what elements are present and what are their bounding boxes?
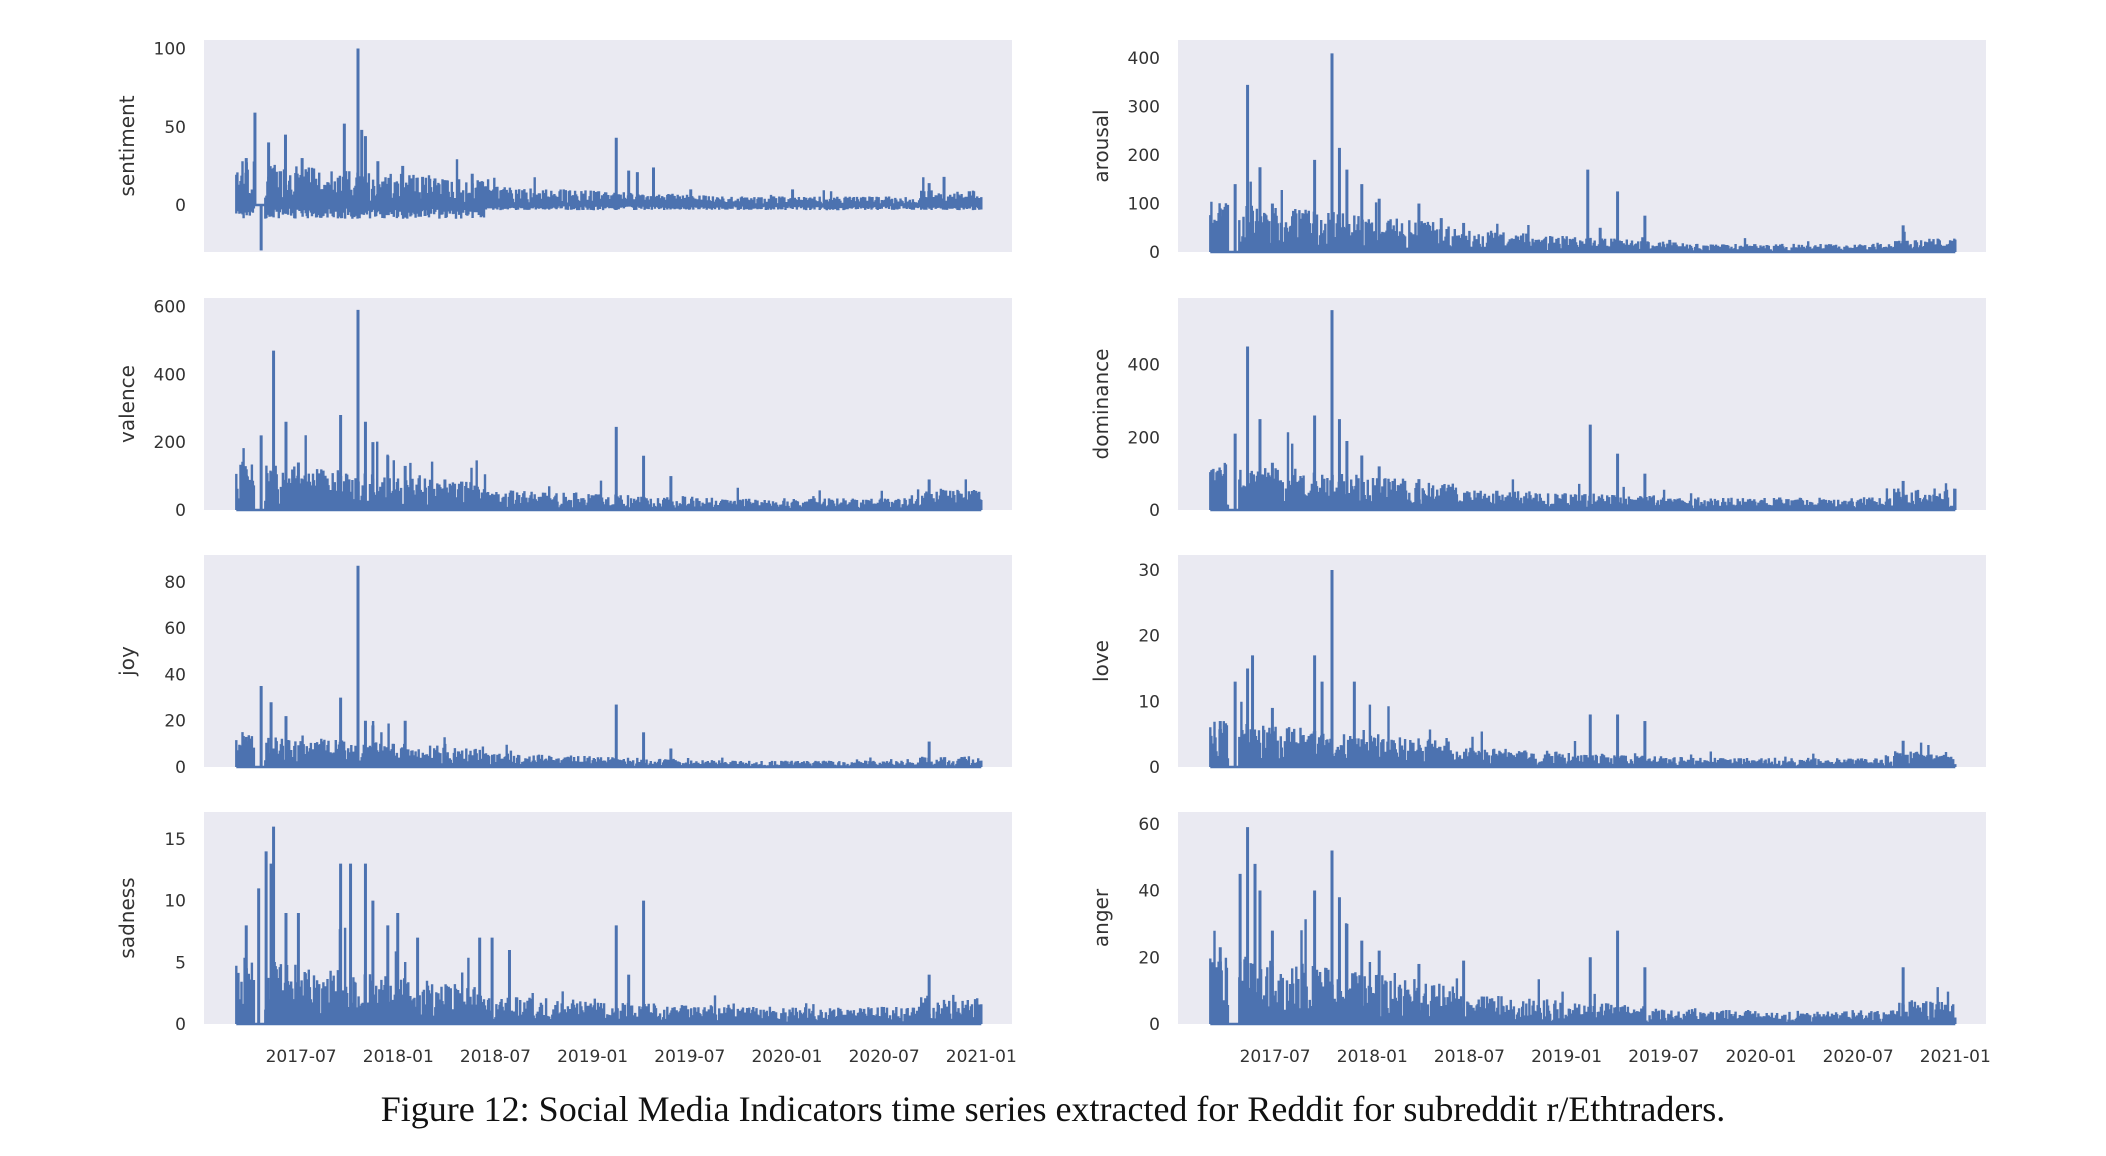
series-line-sadness bbox=[235, 927, 983, 1026]
series-line-love bbox=[1209, 701, 1957, 769]
panel-dominance: 0 200 400 dominance bbox=[1089, 298, 1986, 521]
x-tick-label: 2018-01 bbox=[363, 1047, 434, 1067]
series-line-anger bbox=[1209, 919, 1957, 1026]
panel-sadness: 0 5 10 15 sadness 2017-07 2018-01 2018-07 2019-0… bbox=[115, 812, 1017, 1067]
y-tick-label: 50 bbox=[164, 118, 186, 138]
panel-sentiment: 0 50 100 sentiment bbox=[115, 39, 1012, 252]
y-tick-label: 80 bbox=[164, 573, 186, 593]
y-tick-label: 60 bbox=[1138, 815, 1160, 835]
y-tick-label: 200 bbox=[154, 433, 186, 453]
x-tick-label: 2019-01 bbox=[1531, 1047, 1602, 1067]
series-line-joy bbox=[235, 721, 983, 769]
y-tick-label: 0 bbox=[175, 758, 186, 778]
x-tick-label: 2020-01 bbox=[1725, 1047, 1796, 1067]
series-line-dominance bbox=[1209, 432, 1957, 512]
y-tick-label: 40 bbox=[1138, 882, 1160, 902]
y-tick-label: 100 bbox=[1128, 195, 1160, 215]
y-tick-label: 0 bbox=[1149, 243, 1160, 263]
x-tick-label: 2018-07 bbox=[1434, 1047, 1505, 1067]
y-tick-label: 300 bbox=[1128, 98, 1160, 118]
y-tick-label: 600 bbox=[154, 297, 186, 317]
y-tick-label: 0 bbox=[175, 196, 186, 216]
y-tick-label: 20 bbox=[1138, 948, 1160, 968]
series-line-arousal bbox=[1209, 181, 1957, 254]
x-tick-label: 2019-07 bbox=[654, 1047, 725, 1067]
y-tick-label: 20 bbox=[164, 712, 186, 732]
y-axis-label: sentiment bbox=[115, 95, 139, 196]
figure-caption: Figure 12: Social Media Indicators time … bbox=[380, 1089, 1726, 1129]
panel-joy: 0 20 40 60 80 joy bbox=[115, 555, 1012, 778]
panel-background bbox=[1178, 40, 1986, 252]
y-tick-label: 15 bbox=[164, 830, 186, 850]
x-tick-label: 2017-07 bbox=[266, 1047, 337, 1067]
y-tick-label: 200 bbox=[1128, 146, 1160, 166]
panel-background bbox=[1178, 298, 1986, 510]
y-axis-label: arousal bbox=[1089, 109, 1113, 182]
x-tick-label: 2021-01 bbox=[1920, 1047, 1991, 1067]
x-tick-label: 2017-07 bbox=[1240, 1047, 1311, 1067]
y-tick-label: 60 bbox=[164, 619, 186, 639]
y-tick-label: 400 bbox=[1128, 49, 1160, 69]
y-tick-label: 0 bbox=[1149, 501, 1160, 521]
x-tick-label: 2018-07 bbox=[460, 1047, 531, 1067]
x-tick-label: 2020-01 bbox=[751, 1047, 822, 1067]
x-tick-label: 2018-01 bbox=[1337, 1047, 1408, 1067]
y-tick-label: 0 bbox=[175, 1015, 186, 1035]
y-axis-label: dominance bbox=[1089, 349, 1113, 460]
y-axis-label: valence bbox=[115, 365, 139, 443]
y-axis-label: sadness bbox=[115, 877, 139, 958]
y-tick-label: 5 bbox=[175, 953, 186, 973]
panel-background bbox=[204, 40, 1012, 252]
x-tick-label: 2021-01 bbox=[946, 1047, 1017, 1067]
x-tick-label: 2019-07 bbox=[1628, 1047, 1699, 1067]
x-tick-label: 2020-07 bbox=[1823, 1047, 1894, 1067]
panel-anger: 0 20 40 60 anger 2017-07 2018-01 2018-07 2019-01… bbox=[1089, 812, 1991, 1067]
panel-valence: 0 200 400 600 valence bbox=[115, 297, 1012, 521]
y-tick-label: 10 bbox=[164, 892, 186, 912]
y-tick-label: 40 bbox=[164, 665, 186, 685]
y-tick-label: 0 bbox=[175, 501, 186, 521]
y-axis-label: anger bbox=[1089, 888, 1113, 947]
y-tick-label: 0 bbox=[1149, 1015, 1160, 1035]
panel-background bbox=[204, 555, 1012, 767]
y-tick-label: 200 bbox=[1128, 428, 1160, 448]
y-axis-label: joy bbox=[115, 646, 139, 677]
series-line-valence bbox=[235, 435, 983, 512]
figure-canvas: 050100sentiment0100200300400arousal02004… bbox=[115, 39, 1991, 1067]
y-tick-label: 400 bbox=[154, 365, 186, 385]
panel-love: 0 10 20 30 love bbox=[1089, 555, 1986, 778]
y-axis-label: love bbox=[1089, 640, 1113, 682]
y-tick-label: 10 bbox=[1138, 692, 1160, 712]
y-tick-label: 30 bbox=[1138, 561, 1160, 581]
y-tick-label: 400 bbox=[1128, 356, 1160, 376]
panel-arousal: 0 100 200 300 400 arousal bbox=[1089, 40, 1986, 263]
y-tick-label: 0 bbox=[1149, 758, 1160, 778]
y-tick-label: 100 bbox=[154, 39, 186, 59]
panel-background bbox=[1178, 555, 1986, 767]
y-tick-label: 20 bbox=[1138, 627, 1160, 647]
x-tick-label: 2019-01 bbox=[557, 1047, 628, 1067]
x-tick-label: 2020-07 bbox=[849, 1047, 920, 1067]
